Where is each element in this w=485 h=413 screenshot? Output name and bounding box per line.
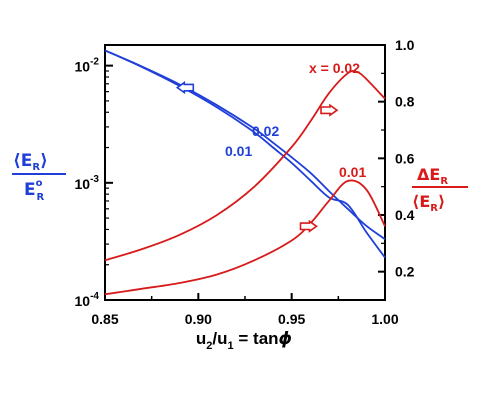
left-tick-label: 10-3 [75,174,100,192]
right-tick-label: 0.2 [395,264,415,280]
left-axis-ticks: 10-2 10-3 10-4 [75,57,113,309]
left-tick-label: 10-4 [75,291,100,309]
arrows-group [175,81,339,233]
annotation-blue-001: 0.01 [225,143,252,159]
series-line-3 [104,179,386,296]
right-axis-ticks: 0.2 0.4 0.6 0.8 1.0 [378,37,415,301]
right-tick-label: 0.8 [395,94,415,110]
arrow-right-1 [320,103,339,117]
series-line-0 [104,49,386,240]
series-group [104,49,386,296]
right-tick-label: 0.4 [395,207,415,223]
svg-text:EoR: Eo R [24,178,45,203]
right-tick-label: 1.0 [395,37,415,53]
annotation-red-001: 0.01 [339,164,366,180]
x-axis-ticks: 0.85 0.90 0.95 1.00 [91,293,399,327]
right-tick-label: 0.6 [395,150,415,166]
svg-text:ΔER: ΔER [417,165,448,187]
x-tick-label: 0.90 [185,311,212,327]
x-tick-label: 0.85 [91,311,118,327]
x-tick-label: 1.00 [371,311,398,327]
right-axis-title: ΔER ⟨ER⟩ [412,165,468,214]
svg-text:⟨ER⟩: ⟨ER⟩ [412,192,445,214]
annotation-blue-002: 0.02 [252,123,279,139]
svg-text:⟨ER⟩: ⟨ER⟩ [13,151,48,173]
x-axis-title: u2/u1 = tanϕ [196,329,292,352]
series-line-1 [104,49,386,259]
left-axis-title: ⟨ER⟩ Eo R [12,151,66,203]
left-tick-label: 10-2 [75,57,100,75]
series-line-2 [104,70,386,262]
arrow-right-2 [299,219,318,233]
annotation-red-x002: x = 0.02 [309,60,360,76]
x-tick-label: 0.95 [278,311,305,327]
arrow-left-0 [175,81,195,95]
